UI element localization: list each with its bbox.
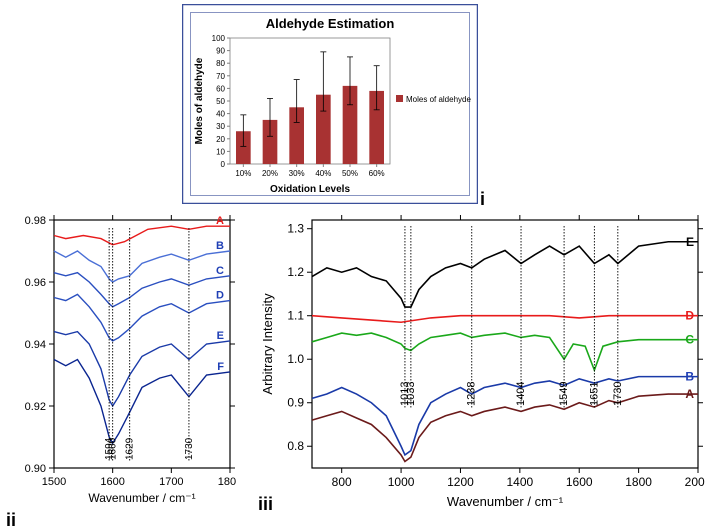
spectrum-iii-panel: 0.8 0.9 1.0 1.1 1.2 1.3 800 1000 1200 1400 1600 180… [250,214,705,519]
svg-text:80: 80 [216,59,225,68]
svg-text:0.96: 0.96 [25,277,46,289]
svg-text:A: A [685,387,694,401]
svg-text:Oxidation Levels: Oxidation Levels [270,184,350,195]
svg-text:Wavenumber / cm⁻¹: Wavenumber / cm⁻¹ [447,494,564,509]
svg-text:D: D [216,290,224,302]
svg-text:1033: 1033 [405,382,417,406]
svg-text:E: E [686,235,694,249]
svg-text:0.8: 0.8 [287,439,304,453]
svg-text:B: B [685,370,694,384]
svg-text:60: 60 [216,84,225,93]
svg-text:1238: 1238 [466,382,478,406]
svg-text:1700: 1700 [159,476,183,488]
svg-text:50: 50 [216,97,225,106]
svg-text:1.3: 1.3 [287,222,304,236]
svg-text:1500: 1500 [42,476,66,488]
svg-text:1600: 1600 [108,437,119,460]
svg-text:60%: 60% [369,169,385,178]
svg-text:C: C [685,333,694,347]
svg-text:1600: 1600 [100,476,124,488]
svg-text:Aldehyde Estimation: Aldehyde Estimation [266,16,395,31]
svg-text:E: E [217,330,224,342]
svg-text:1000: 1000 [388,475,415,489]
svg-text:1549: 1549 [558,382,570,406]
svg-text:1600: 1600 [566,475,593,489]
svg-text:0.98: 0.98 [25,215,46,227]
svg-text:Moles of aldehyde: Moles of aldehyde [194,57,205,144]
svg-text:100: 100 [212,34,226,43]
panel-label-ii: ii [6,510,16,531]
svg-text:0.90: 0.90 [25,463,46,475]
panel-label-iii: iii [258,494,273,515]
svg-text:1800: 1800 [625,475,652,489]
svg-text:A: A [216,215,224,227]
svg-text:D: D [685,309,694,323]
svg-text:1200: 1200 [447,475,474,489]
svg-text:2000: 2000 [685,475,705,489]
svg-text:Arbitrary Intensity: Arbitrary Intensity [260,293,275,395]
svg-text:20%: 20% [262,169,278,178]
svg-text:30%: 30% [289,169,305,178]
svg-text:30: 30 [216,122,225,131]
svg-text:Moles of aldehyde: Moles of aldehyde [406,95,471,104]
svg-text:20: 20 [216,135,225,144]
svg-text:1800: 1800 [218,476,236,488]
svg-text:0.94: 0.94 [25,339,46,351]
svg-text:40: 40 [216,110,225,119]
svg-text:10%: 10% [235,169,251,178]
svg-text:70: 70 [216,72,225,81]
svg-text:1.2: 1.2 [287,265,304,279]
bar-chart-panel: Aldehyde Estimation 0 10 20 30 40 50 60 70 80 90 10… [182,4,478,204]
svg-text:0: 0 [221,160,226,169]
svg-text:1629: 1629 [125,437,136,460]
svg-text:Wavenumber / cm⁻¹: Wavenumber / cm⁻¹ [88,491,195,505]
svg-text:40%: 40% [315,169,331,178]
svg-text:1730: 1730 [612,382,624,406]
svg-text:800: 800 [332,475,352,489]
svg-text:90: 90 [216,47,225,56]
svg-text:10: 10 [216,147,225,156]
svg-text:1.1: 1.1 [287,309,304,323]
svg-text:1651: 1651 [588,382,600,406]
svg-text:1.0: 1.0 [287,352,304,366]
svg-text:0.92: 0.92 [25,401,46,413]
svg-text:C: C [216,265,224,277]
svg-text:50%: 50% [342,169,358,178]
svg-text:0.9: 0.9 [287,396,304,410]
svg-text:B: B [216,240,224,252]
svg-text:1400: 1400 [506,475,533,489]
panel-label-i: i [480,189,485,210]
svg-text:1404: 1404 [515,382,527,406]
svg-text:1730: 1730 [184,437,195,460]
spectrum-ii-panel: 0.90 0.92 0.94 0.96 0.98 1500 1600 1700 1800 Wave… [6,214,236,514]
svg-text:F: F [217,361,224,373]
